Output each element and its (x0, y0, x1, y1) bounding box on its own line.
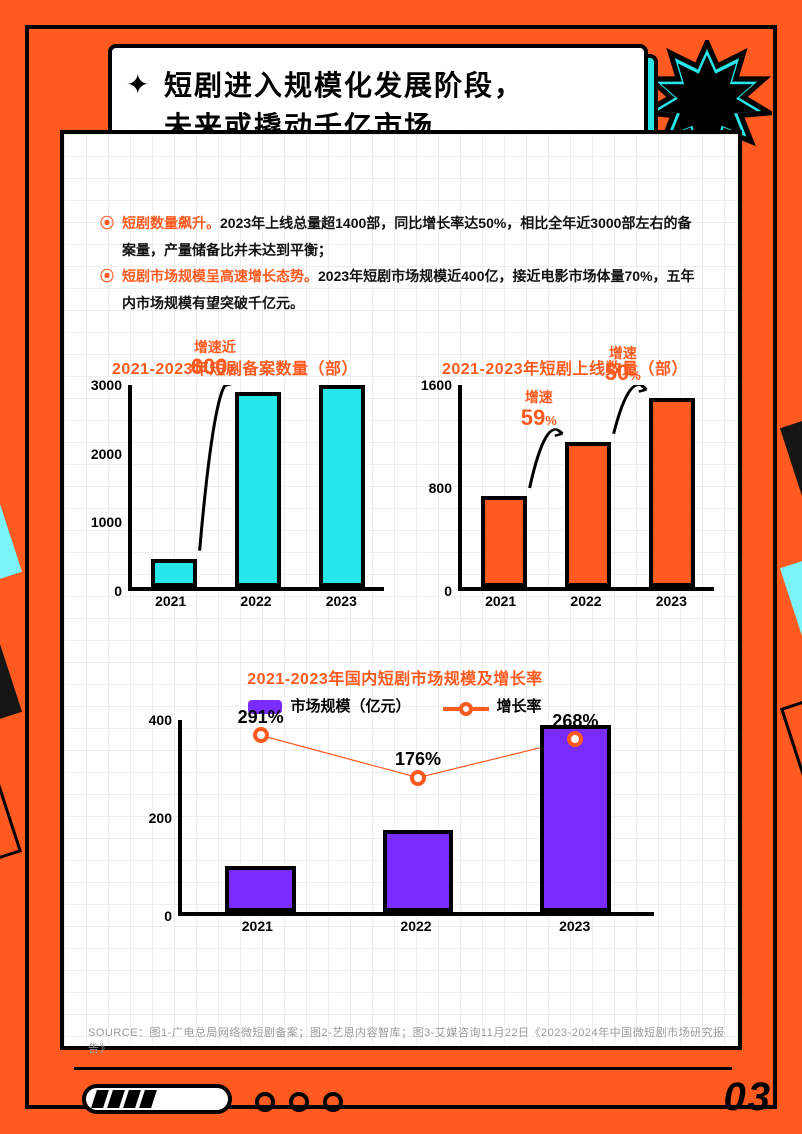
bar (151, 559, 197, 587)
y-tick: 0 (444, 583, 452, 599)
chart-market: 2021-2023年国内短剧市场规模及增长率 市场规模（亿元） 增长率 0200… (130, 665, 660, 965)
bullet-item: ⦿ 短剧数量飙升。2023年上线总量超1400部，同比增长率达50%，相比全年近… (100, 210, 705, 263)
x-tick: 2021 (458, 593, 543, 615)
decor-dots (255, 1092, 343, 1112)
y-tick: 0 (114, 583, 122, 599)
bar (649, 398, 695, 587)
footer-rule (74, 1067, 732, 1070)
decor-rail: PLA (780, 700, 802, 861)
chart-title: 2021-2023年国内短剧市场规模及增长率 (130, 665, 660, 689)
line-marker (567, 731, 583, 747)
page-number: 03 (724, 1075, 773, 1120)
line-value-label: 268% (552, 711, 598, 732)
x-tick: 2022 (213, 593, 298, 615)
growth-label: 增速59% (521, 390, 557, 430)
y-tick: 400 (149, 712, 172, 728)
x-tick: 2022 (337, 918, 496, 940)
y-tick: 1600 (421, 377, 452, 393)
line-value-label: 291% (238, 707, 284, 728)
source-citation: SOURCE：图1-广电总局网络微短剧备案；图2-艺恩内容智库；图3-艾媒咨询1… (88, 1024, 742, 1056)
sparkle-icon: ✦ (126, 68, 149, 101)
bar (235, 392, 281, 587)
x-tick: 2023 (629, 593, 714, 615)
bar (481, 496, 527, 587)
x-tick: 2021 (128, 593, 213, 615)
chart-title: 2021-2023年短剧上线数量（部） (410, 355, 720, 379)
decor-rail: AIS (0, 420, 22, 581)
line-marker (410, 770, 426, 786)
y-tick: 0 (164, 908, 172, 924)
decor-rail: LAY (0, 700, 22, 861)
x-tick: 2022 (543, 593, 628, 615)
x-tick: 2023 (495, 918, 654, 940)
growth-label: 增速近600% (191, 340, 239, 380)
check-icon: ⦿ (100, 210, 114, 263)
check-icon: ⦿ (100, 263, 114, 316)
line-marker (253, 727, 269, 743)
bar (319, 385, 365, 587)
bar (225, 866, 296, 912)
bar (565, 442, 611, 587)
y-tick: 2000 (91, 446, 122, 462)
decor-cassette-icon (82, 1084, 232, 1114)
y-tick: 1000 (91, 514, 122, 530)
y-tick: 3000 (91, 377, 122, 393)
x-tick: 2021 (178, 918, 337, 940)
decor-rail: SHI (780, 560, 802, 721)
bullet-item: ⦿ 短剧市场规模呈高速增长态势。2023年短剧市场规模近400亿，接近电影市场体… (100, 263, 705, 316)
x-tick: 2023 (299, 593, 384, 615)
decor-rail: AYL (0, 560, 22, 721)
chart-filings: 2021-2023年短剧备案数量（部） 0100020003000 增速近600… (80, 355, 390, 645)
chart-launches: 2021-2023年短剧上线数量（部） 08001600 增速59%增速50% … (410, 355, 720, 645)
decor-rail: LET (780, 420, 802, 581)
bar (383, 830, 454, 912)
y-tick: 800 (429, 480, 452, 496)
bullet-list: ⦿ 短剧数量飙升。2023年上线总量超1400部，同比增长率达50%，相比全年近… (100, 210, 705, 316)
growth-label: 增速50% (605, 346, 641, 386)
y-tick: 200 (149, 810, 172, 826)
legend-swatch-line (443, 702, 489, 716)
line-value-label: 176% (395, 749, 441, 770)
bar (540, 725, 611, 912)
